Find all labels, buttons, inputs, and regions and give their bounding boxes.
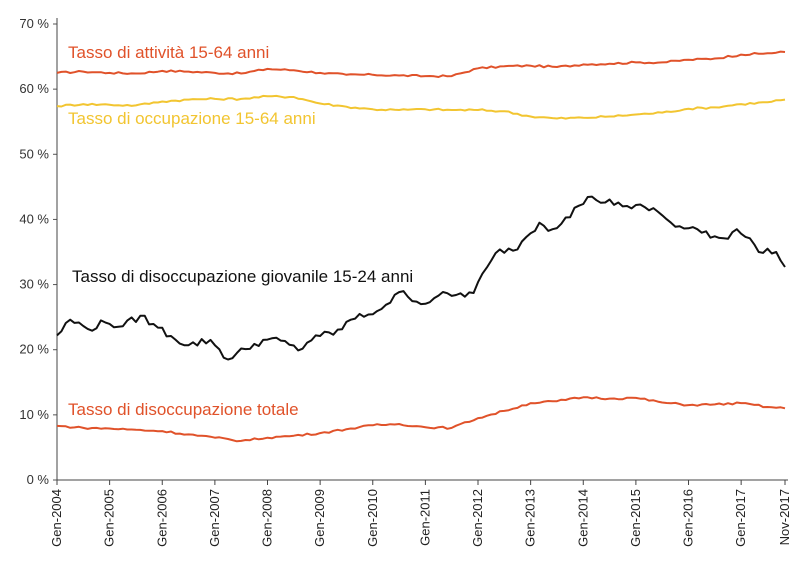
x-tick-label: Gen-2004	[49, 489, 64, 547]
x-tick-label: Gen-2015	[628, 489, 643, 547]
x-tick-label: Gen-2007	[207, 489, 222, 547]
axes	[56, 18, 788, 481]
x-tick-label: Gen-2011	[417, 489, 432, 546]
x-tick-label: Gen-2006	[154, 489, 169, 547]
x-axis-ticks: Gen-2004 Gen-2005 Gen-2006 Gen-2007 Gen-2008…	[49, 480, 792, 547]
y-tick-label: 20 %	[19, 342, 49, 357]
x-tick-label: Gen-2009	[312, 489, 327, 547]
series-line-0	[56, 50, 786, 78]
series-label-3: Tasso di disoccupazione totale	[68, 400, 299, 419]
series-labels: Tasso di attività 15-64 anni Tasso di occ…	[68, 43, 413, 419]
y-axis-ticks: 0 % 10 % 20 % 30 % 40 % 50 % 60 % 70 %	[19, 16, 57, 487]
y-tick-label: 60 %	[19, 81, 49, 96]
y-tick-label: 30 %	[19, 277, 49, 292]
x-tick-label: Gen-2012	[470, 489, 485, 547]
series-line-2	[56, 195, 786, 361]
y-tick-label: 50 %	[19, 146, 49, 161]
series-lines	[56, 50, 786, 443]
series-label-1: Tasso di occupazione 15-64 anni	[68, 109, 316, 128]
y-tick-label: 40 %	[19, 211, 49, 226]
y-tick-label: 70 %	[19, 16, 49, 31]
x-tick-label: Gen-2005	[102, 489, 117, 547]
x-tick-label: Gen-2013	[523, 489, 538, 547]
y-tick-label: 0 %	[27, 472, 50, 487]
series-label-0: Tasso di attività 15-64 anni	[68, 43, 269, 62]
x-tick-label: Gen-2014	[575, 489, 590, 547]
series-line-3	[56, 396, 786, 443]
x-tick-label: Gen-2010	[365, 489, 380, 547]
x-tick-label: Gen-2016	[681, 489, 696, 547]
x-tick-label: Gen-2008	[260, 489, 275, 547]
series-line-1	[56, 94, 786, 120]
y-tick-label: 10 %	[19, 407, 49, 422]
x-tick-label: Nov-2017	[777, 489, 792, 545]
series-label-2: Tasso di disoccupazione giovanile 15-24 …	[72, 267, 413, 286]
x-tick-label: Gen-2017	[733, 489, 748, 547]
